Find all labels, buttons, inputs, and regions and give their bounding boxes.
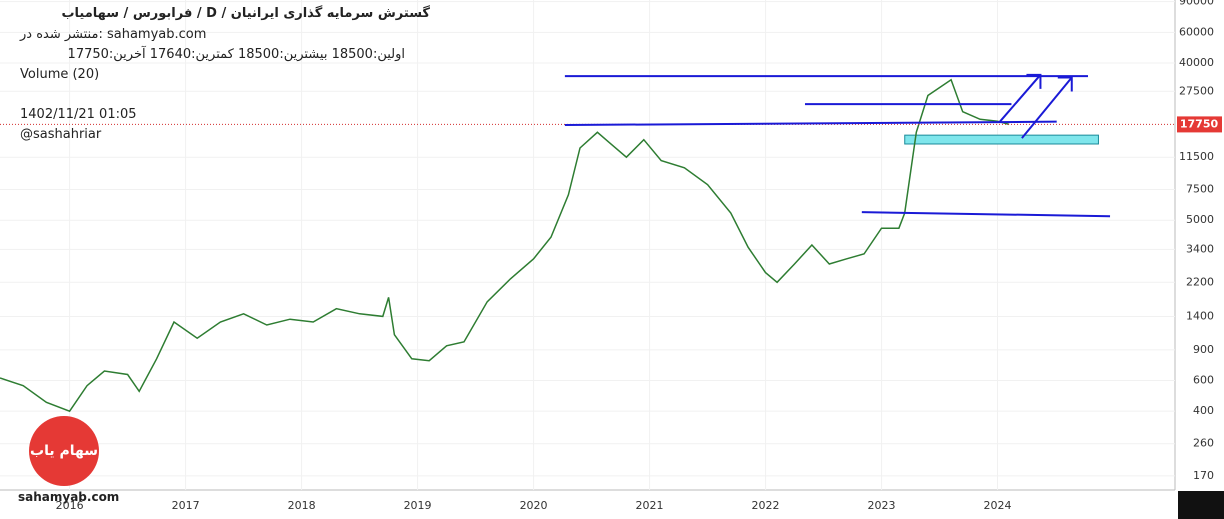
y-tick-label: 27500 [1179, 84, 1214, 97]
arrow-head [1026, 73, 1042, 89]
ohlc: اولین:18500 بیشترین:18500 کمترین:17640 آ… [67, 47, 405, 62]
y-tick-label: 5000 [1186, 213, 1214, 226]
x-tick-label: 2016 [56, 499, 84, 512]
last-price-label: 17750 [1180, 117, 1219, 130]
arrow-head [1057, 76, 1073, 92]
arrow [999, 74, 1042, 123]
y-tick-label: 3400 [1186, 242, 1214, 255]
y-tick-label: 1400 [1186, 309, 1214, 322]
x-tick-label: 2022 [752, 499, 780, 512]
subtitle: منتشر شده در: sahamyab.com [20, 27, 207, 42]
author: @sashahriar [20, 127, 102, 142]
x-tick-label: 2023 [868, 499, 896, 512]
arrow [1021, 76, 1073, 139]
y-tick-label: 170 [1193, 469, 1214, 482]
trend-line [564, 120, 1057, 127]
y-tick-label: 60000 [1179, 25, 1214, 38]
x-tick-label: 2020 [520, 499, 548, 512]
timestamp: 1402/11/21 01:05 [20, 107, 137, 122]
chart-title: گسترش سرمایه گذاری ایرانیان / D / فرابور… [61, 6, 430, 21]
price-line [0, 78, 1010, 413]
y-tick-label: 11500 [1179, 150, 1214, 163]
y-tick-label: 40000 [1179, 56, 1214, 69]
x-tick-label: 2018 [288, 499, 316, 512]
trend-line [861, 211, 1111, 218]
y-tick-label: 260 [1193, 437, 1214, 450]
y-tick-label: 90000 [1179, 0, 1214, 8]
y-tick-label: 900 [1193, 343, 1214, 356]
volume-label: Volume (20) [20, 67, 100, 82]
logo: سهام یاب [29, 416, 99, 486]
x-tick-label: 2024 [984, 499, 1012, 512]
y-tick-label: 400 [1193, 404, 1214, 417]
y-tick-label: 600 [1193, 374, 1214, 387]
y-tick-label: 7500 [1186, 183, 1214, 196]
watermark: sahamyab.com [18, 490, 120, 504]
last-price-tag [1177, 116, 1222, 133]
support-zone [904, 134, 1099, 145]
x-tick-label: 2019 [404, 499, 432, 512]
corner-box [1178, 491, 1224, 519]
x-tick-label: 2017 [172, 499, 200, 512]
y-tick-label: 2200 [1186, 275, 1214, 288]
x-tick-label: 2021 [636, 499, 664, 512]
